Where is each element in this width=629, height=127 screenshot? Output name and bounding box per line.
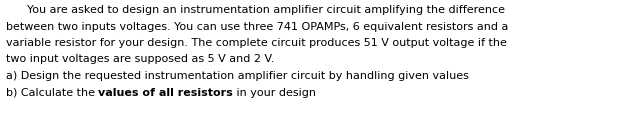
Text: values of all resistors: values of all resistors (99, 88, 233, 98)
Text: between two inputs voltages. You can use three 741 OPAMPs, 6 equivalent resistor: between two inputs voltages. You can use… (6, 21, 508, 31)
Text: in your design: in your design (233, 88, 316, 98)
Text: two input voltages are supposed as 5 V and 2 V.: two input voltages are supposed as 5 V a… (6, 54, 274, 65)
Text: variable resistor for your design. The complete circuit produces 51 V output vol: variable resistor for your design. The c… (6, 38, 507, 48)
Text: b) Calculate the: b) Calculate the (6, 88, 99, 98)
Text: You are asked to design an instrumentation amplifier circuit amplifying the diff: You are asked to design an instrumentati… (6, 5, 505, 15)
Text: a) Design the requested instrumentation amplifier circuit by handling given valu: a) Design the requested instrumentation … (6, 71, 469, 81)
